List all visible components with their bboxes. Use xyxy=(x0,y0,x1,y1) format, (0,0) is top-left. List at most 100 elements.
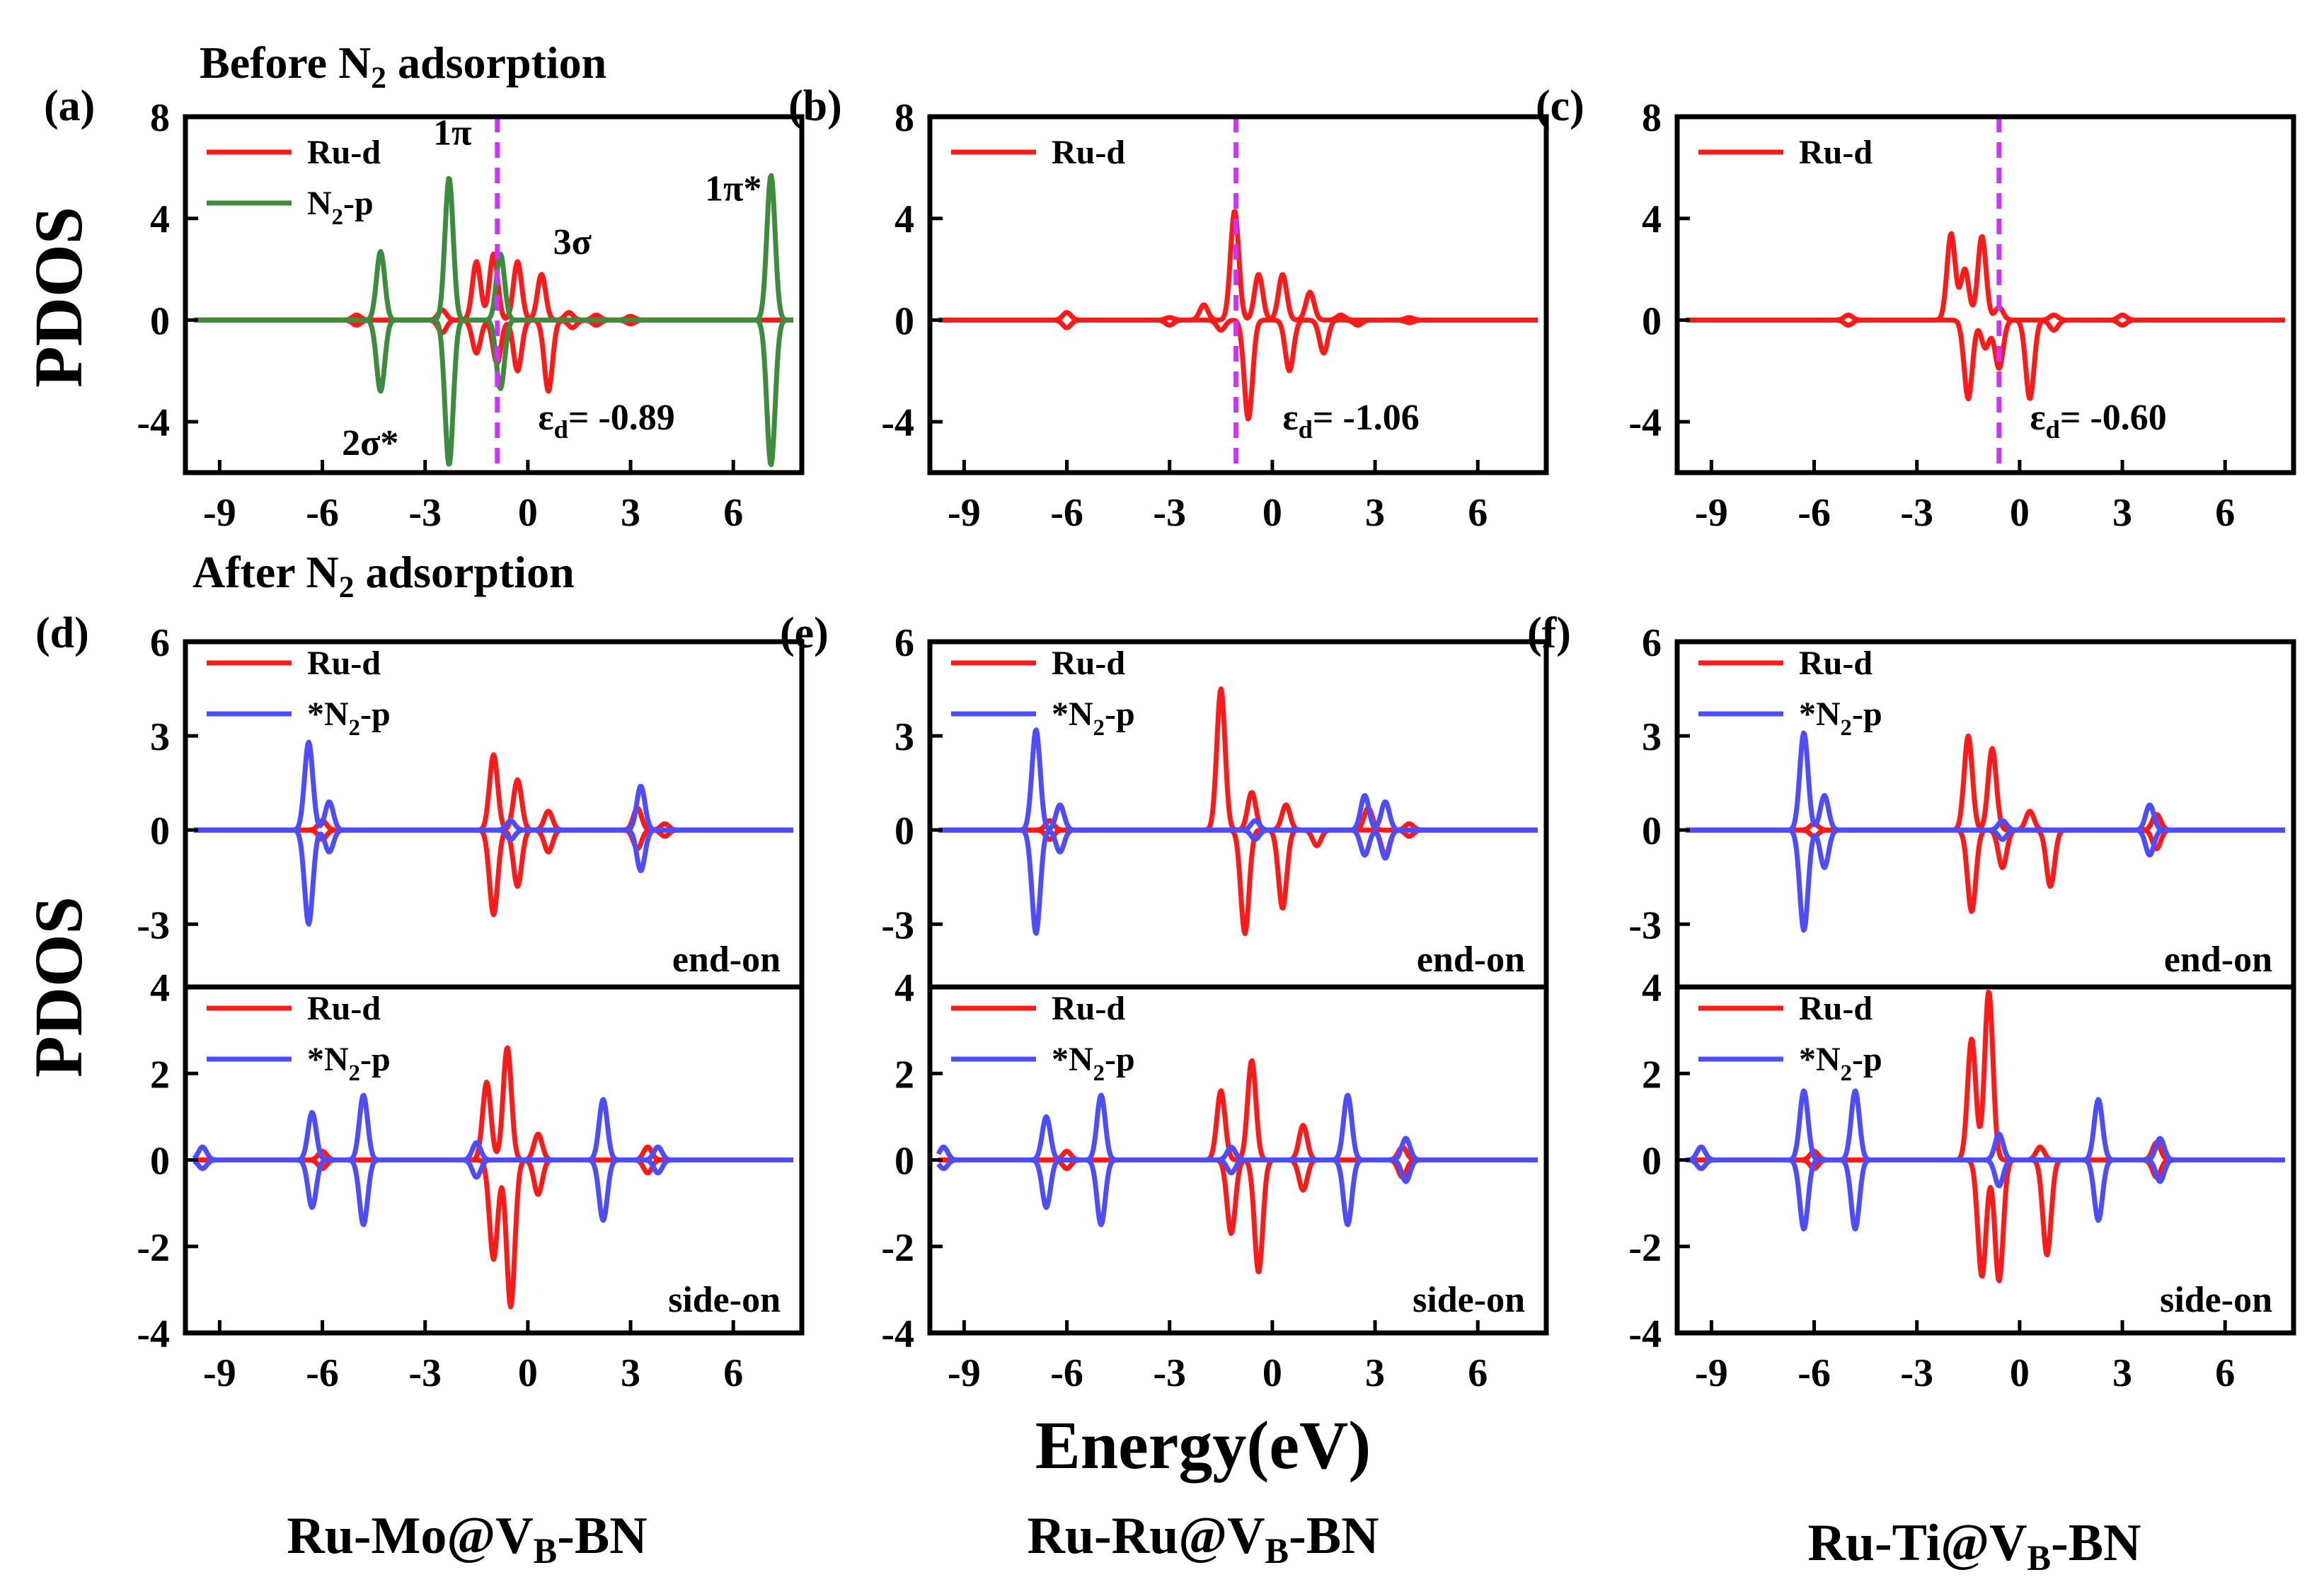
y-tick-label: -4 xyxy=(1628,1312,1662,1356)
legend-entry: N2-p xyxy=(307,185,374,230)
x-tick-label: -6 xyxy=(306,1351,339,1395)
legend-entry: Ru-d xyxy=(1052,645,1125,682)
x-tick-label: -6 xyxy=(1050,491,1083,535)
series-rud-spin-down xyxy=(937,1157,1539,1275)
y-tick-label: 2 xyxy=(150,1053,170,1097)
y-tick-label: 0 xyxy=(1642,1140,1662,1184)
annotation-1pi: 1π xyxy=(433,113,472,154)
axes-frame xyxy=(927,114,1549,475)
x-tick-label: 3 xyxy=(621,491,640,535)
series-np-spin-up xyxy=(936,1092,1539,1162)
series-np-spin-down xyxy=(1684,1157,2286,1232)
y-tick-label: 0 xyxy=(894,299,914,343)
x-tick-label: -9 xyxy=(1695,491,1728,535)
y-tick-label: -2 xyxy=(137,1226,170,1270)
axes-frame xyxy=(183,114,805,475)
y-tick-label: 6 xyxy=(150,621,170,665)
axes-frame xyxy=(183,639,805,990)
panel-d-end-on-plot-area xyxy=(192,739,795,927)
panel-label: (b) xyxy=(788,82,842,130)
x-tick-label: 0 xyxy=(1262,1351,1282,1395)
x-tick-label: -9 xyxy=(203,1351,236,1395)
panel-c-plot-area xyxy=(1684,231,2286,402)
y-tick-label: -3 xyxy=(1628,903,1662,947)
panel-f-end-on xyxy=(1674,639,2296,990)
axes-frame xyxy=(927,639,1549,990)
panel-f-side-on-plot-area xyxy=(1684,989,2286,1283)
series-rud-spin-up xyxy=(937,1058,1539,1162)
panel-e-side-on-plot-area xyxy=(936,1058,1539,1275)
legend-entry: *N2-p xyxy=(1052,695,1135,741)
x-tick-label: 6 xyxy=(723,491,743,535)
y-tick-label: 2 xyxy=(894,1053,914,1097)
y-tick-label: 0 xyxy=(894,1140,914,1184)
section-label-before: Before N2 adsorption xyxy=(200,37,606,95)
y-tick-label: -3 xyxy=(881,903,914,947)
y-tick-label: 4 xyxy=(894,198,914,242)
y-tick-label: 0 xyxy=(1642,809,1662,853)
legend-entry: *N2-p xyxy=(1799,1041,1882,1086)
panel-d-end-on xyxy=(183,639,805,990)
x-tick-label: -6 xyxy=(1797,1351,1831,1395)
panel-c: εd= -0.60 xyxy=(1674,114,2296,475)
x-tick-label: 6 xyxy=(2215,491,2235,535)
y-axis-label-top: PDOS xyxy=(21,207,96,388)
x-tick-label: 3 xyxy=(2112,491,2132,535)
x-tick-label: 0 xyxy=(2010,1351,2030,1395)
y-tick-label: 4 xyxy=(1642,966,1662,1010)
y-tick-label: 4 xyxy=(150,966,170,1010)
panel-e-end-on-plot-area xyxy=(937,686,1539,936)
series-np-spin-down xyxy=(192,827,795,927)
x-tick-label: -3 xyxy=(1900,491,1933,535)
series-rud-spin-up xyxy=(192,1045,795,1162)
x-tick-label: -3 xyxy=(1153,1351,1186,1395)
x-tick-label: 3 xyxy=(2112,1351,2132,1395)
y-tick-label: -2 xyxy=(1628,1226,1662,1270)
axes-frame xyxy=(183,984,805,1336)
panel-e-end-on xyxy=(927,639,1549,990)
d-band-center-label: εd= -1.06 xyxy=(1282,398,1419,444)
series-np-spin-up xyxy=(192,173,795,323)
y-tick-label: -2 xyxy=(881,1226,914,1270)
system-name: Ru-Ti@VB-BN xyxy=(1807,1514,2141,1578)
y-tick-label: -4 xyxy=(137,1312,170,1356)
subpanel-label-end-on: end-on xyxy=(2164,940,2272,980)
y-tick-label: 0 xyxy=(1642,299,1662,343)
subpanel-label-end-on: end-on xyxy=(672,940,781,980)
legend-entry: Ru-d xyxy=(1799,645,1873,682)
d-band-center-label: εd= -0.60 xyxy=(2030,398,2166,444)
series-rud-spin-down xyxy=(1684,827,2286,914)
legend-entry: Ru-d xyxy=(307,134,381,171)
panel-a-plot-area xyxy=(192,173,795,468)
panel-label: (c) xyxy=(1536,82,1584,130)
series-np-spin-down xyxy=(937,827,1539,936)
y-tick-label: 8 xyxy=(150,96,170,140)
x-tick-label: -3 xyxy=(408,1351,442,1395)
x-tick-label: -9 xyxy=(948,491,981,535)
x-tick-label: -3 xyxy=(1153,491,1186,535)
x-tick-label: 6 xyxy=(1468,491,1488,535)
x-tick-label: -3 xyxy=(1900,1351,1933,1395)
x-tick-label: -9 xyxy=(1695,1351,1728,1395)
y-tick-label: -3 xyxy=(137,903,170,947)
x-tick-label: -9 xyxy=(948,1351,981,1395)
y-tick-label: 3 xyxy=(894,715,914,759)
subpanel-label-side-on: side-on xyxy=(1413,1280,1525,1320)
series-rud-spin-up xyxy=(1684,733,2286,833)
panel-label: (d) xyxy=(35,609,89,657)
y-tick-label: -4 xyxy=(881,1312,914,1356)
panel-d-side-on-plot-area xyxy=(192,1045,795,1310)
legend-entry: Ru-d xyxy=(307,990,381,1027)
subpanel-label-side-on: side-on xyxy=(2160,1280,2272,1320)
y-tick-label: 0 xyxy=(150,299,170,343)
d-band-center-label: εd= -0.89 xyxy=(538,398,674,444)
system-name: Ru-Ru@VB-BN xyxy=(1027,1507,1379,1571)
series-np-spin-down xyxy=(1684,827,2286,933)
y-tick-label: 3 xyxy=(1642,715,1662,759)
series-np-spin-down xyxy=(192,317,795,468)
x-tick-label: 3 xyxy=(1365,491,1385,535)
y-tick-label: 8 xyxy=(894,96,914,140)
y-tick-label: 6 xyxy=(1642,621,1662,665)
x-tick-label: -6 xyxy=(1050,1351,1083,1395)
